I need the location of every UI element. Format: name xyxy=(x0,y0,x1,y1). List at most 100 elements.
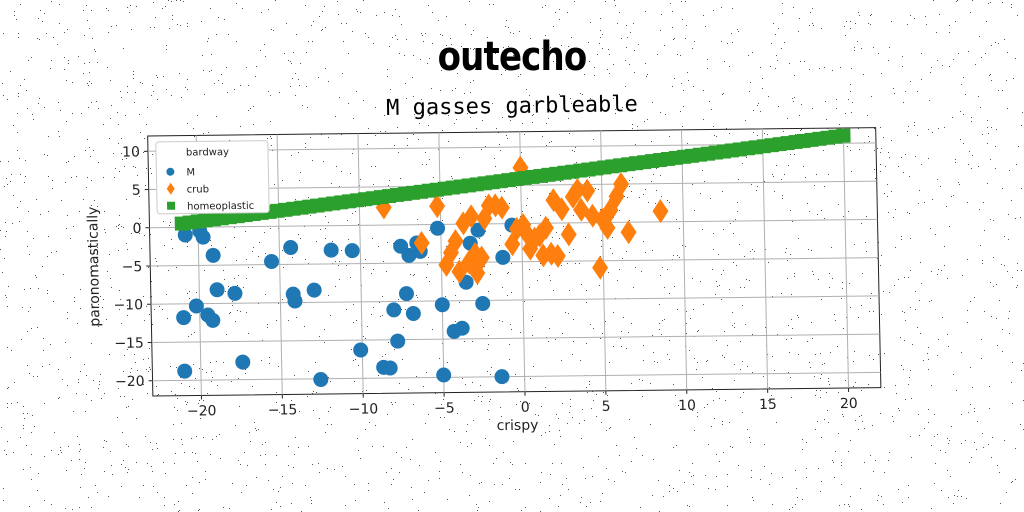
legend-item-homeoplastic: homeoplastic xyxy=(166,201,254,213)
point-M xyxy=(205,312,221,328)
point-homeoplastic xyxy=(836,128,851,143)
x-tick-label: −10 xyxy=(349,401,379,417)
x-tick-label: 20 xyxy=(840,396,858,412)
series-homeoplastic xyxy=(174,128,851,231)
point-crub xyxy=(442,240,459,265)
point-M xyxy=(195,229,211,245)
x-tick-label: −15 xyxy=(268,402,298,418)
point-crub xyxy=(613,172,630,197)
series-crub xyxy=(375,155,669,285)
y-axis-label: paronomastically xyxy=(85,206,103,326)
y-tick-label: −5 xyxy=(121,259,142,275)
point-crub xyxy=(608,184,625,209)
point-crub xyxy=(451,259,468,284)
point-crub xyxy=(438,252,455,277)
x-axis-label: crispy xyxy=(496,418,538,434)
point-crub xyxy=(599,215,616,240)
point-crub xyxy=(620,220,637,245)
point-crub xyxy=(579,178,596,203)
point-M xyxy=(495,249,511,265)
legend-label: crub xyxy=(187,184,210,195)
legend-label: homeoplastic xyxy=(187,201,254,213)
point-M xyxy=(454,320,470,336)
point-crub xyxy=(504,232,521,257)
point-crub xyxy=(476,206,493,231)
point-M xyxy=(344,243,360,259)
point-crub xyxy=(652,199,669,224)
y-tick-label: 0 xyxy=(132,221,141,237)
figure-suptitle: outecho xyxy=(437,34,587,80)
point-crub xyxy=(522,236,539,261)
x-tick-label: 10 xyxy=(678,398,696,414)
legend-marker xyxy=(166,182,175,195)
point-M xyxy=(382,360,398,376)
legend-title: bardway xyxy=(186,147,229,158)
point-M xyxy=(177,363,193,379)
point-crub xyxy=(560,222,577,247)
point-crub xyxy=(447,229,464,254)
y-tick-label: 5 xyxy=(132,183,141,199)
point-M xyxy=(353,342,369,358)
point-M xyxy=(398,286,414,302)
y-gridline xyxy=(150,257,879,267)
point-M xyxy=(235,354,251,370)
point-M xyxy=(390,333,406,349)
point-M xyxy=(287,293,303,309)
point-M xyxy=(306,282,322,298)
point-M xyxy=(494,369,510,385)
y-tick-label: 10 xyxy=(122,144,140,160)
point-crub xyxy=(463,204,480,229)
point-M xyxy=(227,285,243,301)
point-M xyxy=(436,367,452,383)
point-M xyxy=(323,242,339,258)
legend-marker xyxy=(166,201,176,210)
legend-label: M xyxy=(186,167,195,178)
point-crub xyxy=(569,177,586,202)
point-M xyxy=(401,247,417,263)
point-M xyxy=(177,227,193,243)
point-crub xyxy=(413,230,430,255)
legend-marker xyxy=(166,167,175,176)
point-crub xyxy=(553,197,570,222)
x-axis-ticks: −20 −15 −10 −5 0 5 10 15 20 xyxy=(187,387,858,420)
point-M xyxy=(386,302,402,318)
x-tick-label: −20 xyxy=(187,403,217,419)
point-M xyxy=(405,305,421,321)
point-M xyxy=(475,295,491,311)
legend-item-M: M xyxy=(166,167,195,179)
point-crub xyxy=(592,255,609,280)
point-crub xyxy=(537,215,554,240)
point-M xyxy=(434,297,450,313)
point-crub xyxy=(564,184,581,209)
point-M xyxy=(188,298,204,314)
y-gridline xyxy=(151,295,880,305)
point-crub xyxy=(531,223,548,248)
legend-box xyxy=(155,140,270,215)
y-gridline xyxy=(151,333,880,343)
y-tick-label: −15 xyxy=(114,336,144,352)
point-M xyxy=(283,240,299,256)
point-crub xyxy=(455,211,472,236)
point-M xyxy=(205,247,221,263)
point-crub xyxy=(429,194,446,219)
point-crub xyxy=(602,198,619,223)
point-M xyxy=(176,310,192,326)
point-crub xyxy=(535,243,552,268)
x-tick-label: −5 xyxy=(434,401,455,417)
point-M xyxy=(264,254,280,270)
point-crub xyxy=(549,243,566,268)
y-gridline xyxy=(152,371,881,382)
x-tick-label: 0 xyxy=(521,400,530,416)
point-M xyxy=(313,372,329,388)
point-M xyxy=(430,220,446,236)
point-M xyxy=(209,282,225,298)
y-tick-label: −20 xyxy=(115,374,145,390)
legend-item-crub: crub xyxy=(166,182,210,196)
point-crub xyxy=(493,195,510,220)
point-crub xyxy=(469,260,486,285)
y-axis-ticks: 10 5 0 −5 −10 −15 −20 xyxy=(113,144,153,390)
x-tick-label: 5 xyxy=(602,399,611,415)
y-tick-label: −10 xyxy=(113,297,143,313)
